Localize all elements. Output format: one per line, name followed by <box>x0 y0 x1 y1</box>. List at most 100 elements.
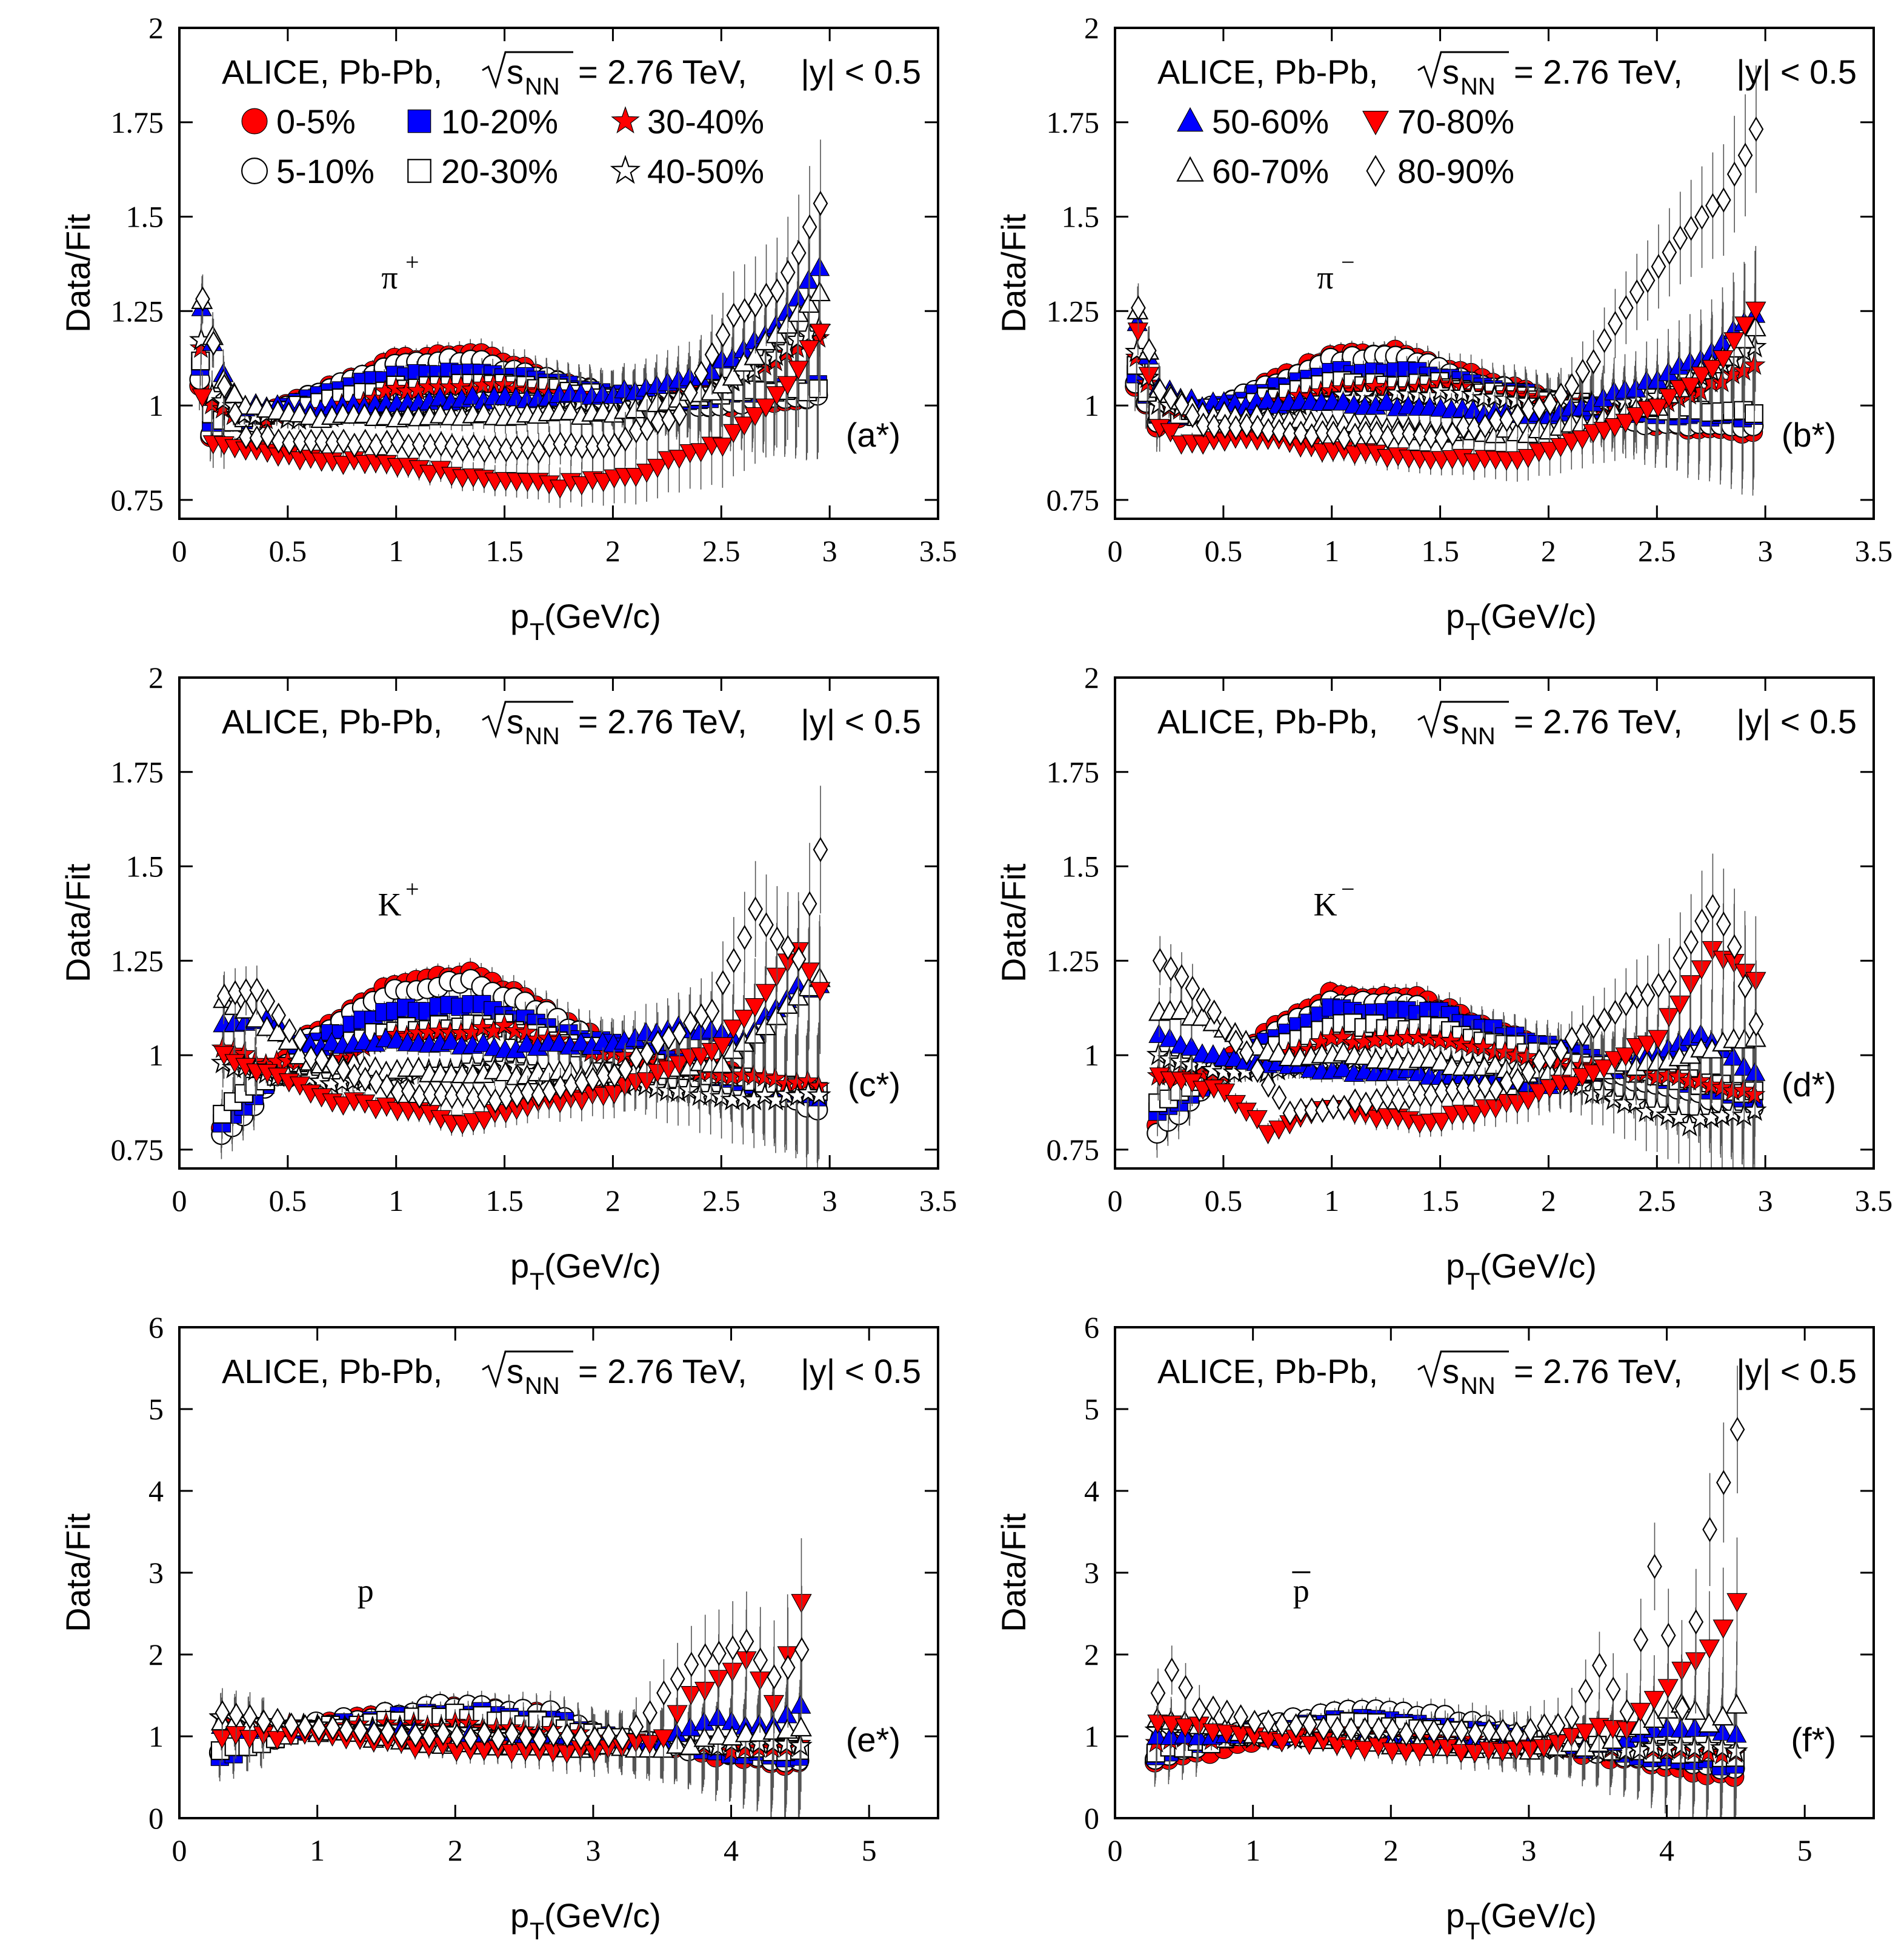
point <box>755 984 777 1004</box>
point <box>683 1010 698 1036</box>
point <box>1380 1084 1396 1110</box>
legend-label: 10-20% <box>441 102 558 141</box>
x-tick-label: 2 <box>1541 1184 1556 1218</box>
point <box>1488 407 1504 433</box>
point <box>553 431 568 457</box>
point <box>734 1010 755 1029</box>
legend-label: 60-70% <box>1212 152 1329 190</box>
point <box>1521 1059 1536 1085</box>
x-tick-label: 2 <box>605 1184 621 1218</box>
x-tick-label: 0 <box>172 534 187 568</box>
sqrt-sign <box>1417 51 1509 89</box>
point <box>1260 1072 1276 1098</box>
point <box>1615 1047 1636 1067</box>
point <box>1159 1028 1180 1047</box>
point <box>1748 116 1764 142</box>
point <box>520 1079 536 1105</box>
point <box>1196 412 1211 438</box>
x-tick-label: 0 <box>172 1184 187 1218</box>
y-tick-label: 5 <box>148 1392 164 1426</box>
y-tick-label: 1.5 <box>126 200 164 234</box>
point <box>390 1079 405 1105</box>
point <box>1517 448 1539 468</box>
point <box>1640 267 1656 293</box>
point <box>1358 421 1374 446</box>
point <box>1705 193 1720 219</box>
point <box>1163 385 1179 411</box>
point <box>477 438 492 464</box>
particle-charge: + <box>405 248 419 276</box>
point <box>1477 1073 1493 1099</box>
x-tick-label: 1.5 <box>485 534 524 568</box>
header-energy-sub: NN <box>525 723 560 750</box>
point <box>813 836 828 862</box>
particle-charge: − <box>1341 876 1355 903</box>
header-energy-val: = 2.76 TeV, <box>578 702 747 741</box>
point <box>473 1111 495 1131</box>
point <box>1619 295 1634 321</box>
point <box>433 431 449 457</box>
plot-frame <box>1114 27 1875 520</box>
point <box>455 436 471 462</box>
series-80-90% <box>1152 853 1764 1126</box>
sqrt-sign <box>482 701 573 739</box>
point <box>1217 413 1233 439</box>
point <box>1374 1027 1397 1049</box>
particle-label: π <box>381 259 398 296</box>
point <box>1315 419 1330 445</box>
point <box>607 432 622 458</box>
point <box>384 376 408 399</box>
point <box>791 240 807 266</box>
point <box>1648 398 1669 418</box>
point <box>1174 964 1190 990</box>
point <box>260 988 276 1014</box>
point <box>1456 414 1471 440</box>
x-tick-label: 1 <box>1324 534 1339 568</box>
point <box>639 416 655 442</box>
y-tick-label: 1.5 <box>126 850 164 884</box>
x-tick-label: 3 <box>1758 534 1773 568</box>
point <box>1477 413 1493 439</box>
point <box>333 456 354 475</box>
point <box>1651 253 1666 279</box>
point <box>444 1084 460 1109</box>
header-energy-var: s <box>1442 702 1459 741</box>
point <box>1430 1050 1453 1071</box>
point <box>531 438 547 464</box>
point <box>206 330 221 356</box>
header-energy-val: = 2.76 TeV, <box>1514 53 1683 91</box>
point <box>1402 1084 1417 1110</box>
x-tick-label: 2 <box>1541 534 1556 568</box>
point <box>422 1081 438 1107</box>
point <box>647 459 668 478</box>
y-tick-label: 1.75 <box>1047 755 1100 789</box>
point <box>1582 1064 1604 1084</box>
point <box>325 430 341 455</box>
point <box>1597 327 1612 353</box>
point <box>748 292 763 318</box>
point <box>293 1027 308 1052</box>
header-rapidity: |y| < 0.5 <box>1736 702 1857 741</box>
point <box>314 428 330 455</box>
y-tick-label: 2 <box>148 11 164 45</box>
point <box>216 373 232 399</box>
point <box>293 428 308 455</box>
point <box>1271 1085 1287 1110</box>
header-energy-sub: NN <box>525 73 560 100</box>
point <box>780 935 796 961</box>
point <box>234 998 256 1019</box>
point <box>1673 225 1688 251</box>
header-energy-var: s <box>507 53 524 91</box>
point <box>213 1104 232 1124</box>
particle-label: π <box>1317 259 1333 296</box>
legend-label: 0-5% <box>276 102 356 141</box>
point <box>1608 310 1623 336</box>
legend-label: 20-30% <box>441 152 558 190</box>
x-axis-label-main: p <box>1446 1247 1465 1285</box>
point <box>245 1007 267 1028</box>
y-axis-label: Data/Fit <box>994 214 1033 333</box>
point <box>498 1085 514 1111</box>
x-tick-label: 0 <box>1108 534 1123 568</box>
legend-marker <box>611 106 640 134</box>
